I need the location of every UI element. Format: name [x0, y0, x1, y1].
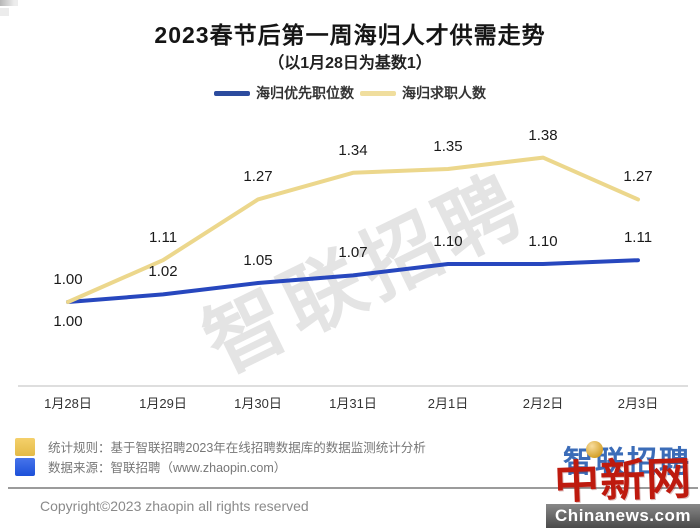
returnee-priority-jobs-value-label: 1.02 [148, 263, 178, 280]
returnee-job-seekers-value-label: 1.00 [53, 271, 83, 288]
returnee-priority-jobs-value-label: 1.10 [433, 233, 463, 250]
returnee-job-seekers-value-label: 1.34 [338, 142, 368, 159]
zhaopin-logo: 智联招聘 [563, 446, 691, 479]
chart-legend: 海归优先职位数 海归求职人数 [0, 83, 700, 103]
chinanews-logo: 中新网 [553, 451, 694, 510]
rules-bullet [15, 437, 35, 456]
legend-label-job-seekers: 海归求职人数 [402, 85, 486, 101]
x-axis-label: 1月31日 [329, 396, 377, 411]
returnee-job-seekers-value-label: 1.35 [433, 138, 463, 155]
scan-artifact [0, 0, 18, 6]
x-axis-label: 1月28日 [44, 396, 92, 411]
returnee-job-seekers-value-label: 1.27 [623, 168, 653, 185]
returnee-priority-jobs-value-label: 1.10 [528, 233, 558, 250]
returnee-job-seekers-value-label: 1.11 [148, 229, 178, 246]
returnee-job-seekers-value-label: 1.27 [243, 168, 273, 185]
chinanews-site-banner: Chinanews.com [546, 504, 700, 528]
returnee-job-seekers-value-label: 1.38 [528, 127, 558, 144]
source-bullet [15, 457, 35, 476]
scan-artifact [0, 8, 9, 16]
returnee-priority-jobs-line [66, 258, 640, 304]
stat-rules-note: 统计规则：基于智联招聘2023年在线招聘数据库的数据监测统计分析 [15, 437, 426, 456]
returnee-job-seekers-line [66, 155, 640, 304]
x-axis-label: 2月1日 [427, 396, 469, 411]
chart-title: 2023春节后第一周海归人才供需走势 [154, 22, 546, 48]
legend-label-priority-jobs: 海归优先职位数 [256, 85, 354, 101]
legend-item-priority-jobs: 海归优先职位数 [214, 83, 354, 103]
legend-item-job-seekers: 海归求职人数 [360, 83, 486, 103]
chart-subtitle: （以1月28日为基数1） [268, 55, 432, 72]
x-axis-label: 2月2日 [522, 396, 564, 411]
zhaopin-logo-ball [586, 441, 603, 458]
returnee-priority-jobs-value-label: 1.00 [53, 313, 83, 330]
copyright-text: Copyright©2023 zhaopin all rights reserv… [40, 498, 309, 514]
legend-swatch-job-seekers [360, 90, 396, 96]
x-axis-label: 2月3日 [617, 396, 659, 411]
x-axis-label: 1月29日 [139, 396, 187, 411]
x-axis-label: 1月30日 [234, 396, 282, 411]
rules-text: 统计规则：基于智联招聘2023年在线招聘数据库的数据监测统计分析 [48, 441, 426, 455]
returnee-priority-jobs-value-label: 1.11 [623, 229, 653, 246]
source-text: 数据来源：智联招聘（www.zhaopin.com） [48, 461, 287, 475]
returnee-priority-jobs-value-label: 1.07 [338, 244, 368, 261]
returnee-priority-jobs-value-label: 1.05 [243, 252, 273, 269]
legend-swatch-priority-jobs [214, 90, 250, 96]
data-source-note: 数据来源：智联招聘（www.zhaopin.com） [15, 457, 286, 476]
footer-divider [8, 487, 698, 489]
